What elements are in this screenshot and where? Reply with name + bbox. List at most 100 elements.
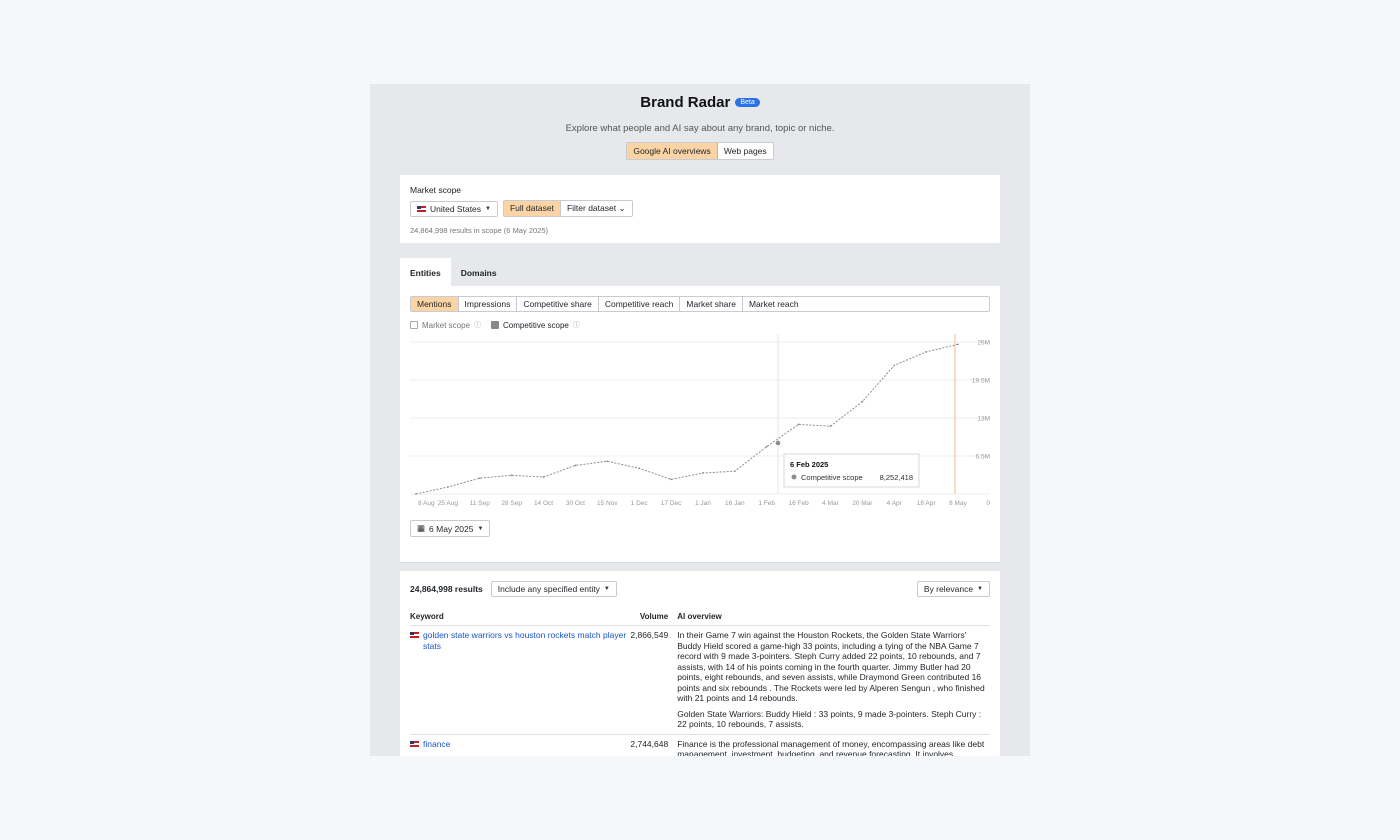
dataset-switch: Full dataset Filter dataset ⌄ (502, 200, 633, 217)
x-tick-label: 15 Nov (597, 500, 618, 507)
volume-value: 2,744,648 (630, 734, 678, 756)
x-tick-label: 16 Jan (725, 500, 745, 507)
x-tick-label: 14 Oct (534, 500, 553, 507)
x-tick-label: 30 Oct (566, 500, 585, 507)
caret-down-icon: ▼ (485, 205, 491, 212)
metric-competitive-share[interactable]: Competitive share (516, 297, 598, 311)
country-select[interactable]: United States ▼ (410, 200, 498, 217)
entity-filter-select[interactable]: Include any specified entity ▼ (490, 581, 617, 597)
y-tick-label: 13M (977, 416, 990, 423)
market-scope-label: Market scope (410, 185, 462, 195)
series-point (829, 425, 832, 428)
metric-market-reach[interactable]: Market reach (741, 297, 805, 311)
page-title: Brand Radar (640, 94, 731, 111)
metric-switch: Mentions Impressions Competitive share C… (410, 296, 990, 312)
series-point (446, 486, 449, 488)
y-tick-label: 19.5M (972, 378, 990, 385)
metric-impressions[interactable]: Impressions (457, 297, 517, 311)
source-ai-overviews[interactable]: Google AI overviews (627, 143, 718, 159)
results-table: Keyword Volume AI overview golden state … (410, 608, 990, 756)
filter-dataset-button[interactable]: Filter dataset ⌄ (559, 201, 632, 216)
full-dataset-button[interactable]: Full dataset (503, 201, 560, 216)
series-point (893, 364, 896, 367)
table-row: golden state warriors vs houston rockets… (410, 625, 990, 735)
help-icon: ⓘ (572, 322, 580, 329)
keyword-link[interactable]: golden state warriors vs houston rockets… (410, 630, 630, 651)
country-value: United States (430, 203, 482, 214)
checkbox-unchecked-icon (410, 321, 418, 329)
series-point (478, 477, 481, 480)
col-keyword[interactable]: Keyword (410, 608, 631, 626)
tab-entities[interactable]: Entities (400, 258, 451, 286)
tooltip-series-name: Competitive scope (801, 473, 863, 482)
metric-mentions[interactable]: Mentions (411, 297, 458, 311)
competitive-scope-checkbox[interactable]: Competitive scope ⓘ (491, 320, 580, 330)
x-tick-label: 18 Apr (917, 500, 937, 507)
y-axis-ticks: 0 6.5M 13M 19.5M 26M (972, 340, 990, 508)
calendar-icon: ▦ (417, 523, 426, 533)
metric-competitive-reach[interactable]: Competitive reach (597, 297, 680, 311)
market-scope-checkbox[interactable]: Market scope ⓘ (410, 320, 481, 330)
beta-badge: Beta (735, 98, 760, 107)
view-tabs: Entities Domains (400, 258, 507, 286)
series-point (638, 467, 641, 470)
us-flag-icon (410, 740, 419, 747)
series-point (702, 472, 704, 474)
caret-down-icon: ▼ (603, 586, 610, 592)
x-tick-label: 17 Dec (661, 500, 682, 507)
x-tick-label: 1 Feb (758, 500, 775, 507)
volume-value: 2,866,549 (630, 625, 678, 735)
series-point (925, 351, 928, 353)
y-tick-label: 26M (977, 340, 990, 347)
x-axis-ticks: 8 Aug 25 Aug 11 Sep 28 Sep 14 Oct 30 Oct 15 No… (418, 500, 968, 507)
caret-down-icon: ▼ (477, 525, 484, 532)
page-header: Brand Radar Beta Explore what people and… (370, 84, 1030, 160)
x-tick-label: 16 Feb (788, 500, 809, 507)
sort-select[interactable]: By relevance ▼ (916, 581, 990, 597)
x-tick-label: 25 Aug (438, 500, 459, 507)
x-tick-label: 8 May (949, 500, 967, 507)
tooltip-series-dot (791, 474, 797, 480)
results-count: 24,864,998 results (410, 584, 483, 594)
series-point (957, 343, 959, 346)
page-subtitle: Explore what people and AI say about any… (565, 123, 835, 134)
x-tick-label: 4 Mar (822, 500, 839, 507)
brand-radar-app: Brand Radar Beta Explore what people and… (370, 84, 1030, 756)
series-point (861, 400, 864, 403)
series-line-competitive-scope (415, 343, 959, 495)
results-in-scope-note: 24,864,998 results in scope (6 May 2025) (410, 226, 548, 235)
x-tick-label: 8 Aug (418, 500, 435, 507)
series-points (415, 343, 959, 495)
col-volume[interactable]: Volume (630, 608, 678, 626)
section-divider (400, 562, 1000, 563)
keyword-link[interactable]: finance (410, 739, 630, 750)
caret-down-icon: ▼ (977, 586, 983, 592)
us-flag-icon (417, 205, 426, 212)
x-tick-label: 20 Mar (852, 500, 873, 507)
tooltip-value: 8,252,418 (880, 473, 913, 482)
chart-card: Mentions Impressions Competitive share C… (400, 286, 1000, 562)
series-point (670, 478, 672, 481)
hover-point (775, 440, 781, 446)
ai-overview-text: Finance is the professional management o… (677, 734, 990, 756)
ai-overview-text: In their Game 7 win against the Houston … (677, 625, 990, 735)
us-flag-icon (410, 632, 419, 638)
series-point (797, 423, 800, 426)
y-tick-label: 6.5M (976, 454, 990, 461)
series-point (606, 460, 609, 463)
tab-domains[interactable]: Domains (450, 258, 507, 286)
source-web-pages[interactable]: Web pages (717, 143, 773, 159)
series-point (733, 470, 736, 473)
chart-tooltip: 6 Feb 2025 Competitive scope 8,252,418 (783, 453, 920, 488)
metric-market-share[interactable]: Market share (679, 297, 742, 311)
chevron-down-icon: ⌄ (618, 203, 626, 213)
series-point (542, 476, 545, 478)
table-row: finance 2,744,648 Finance is the profess… (410, 734, 990, 756)
x-tick-label: 28 Sep (501, 500, 522, 507)
series-point (574, 464, 577, 467)
tooltip-date: 6 Feb 2025 (790, 460, 828, 469)
date-picker[interactable]: ▦ 6 May 2025 ▼ (410, 520, 491, 537)
y-tick-label: 0 (986, 500, 990, 507)
checkbox-checked-icon (491, 321, 500, 329)
market-scope-card: Market scope United States ▼ Full datase… (400, 175, 1000, 243)
